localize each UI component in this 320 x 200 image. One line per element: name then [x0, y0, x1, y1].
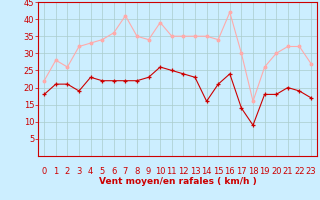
X-axis label: Vent moyen/en rafales ( km/h ): Vent moyen/en rafales ( km/h )	[99, 178, 256, 186]
